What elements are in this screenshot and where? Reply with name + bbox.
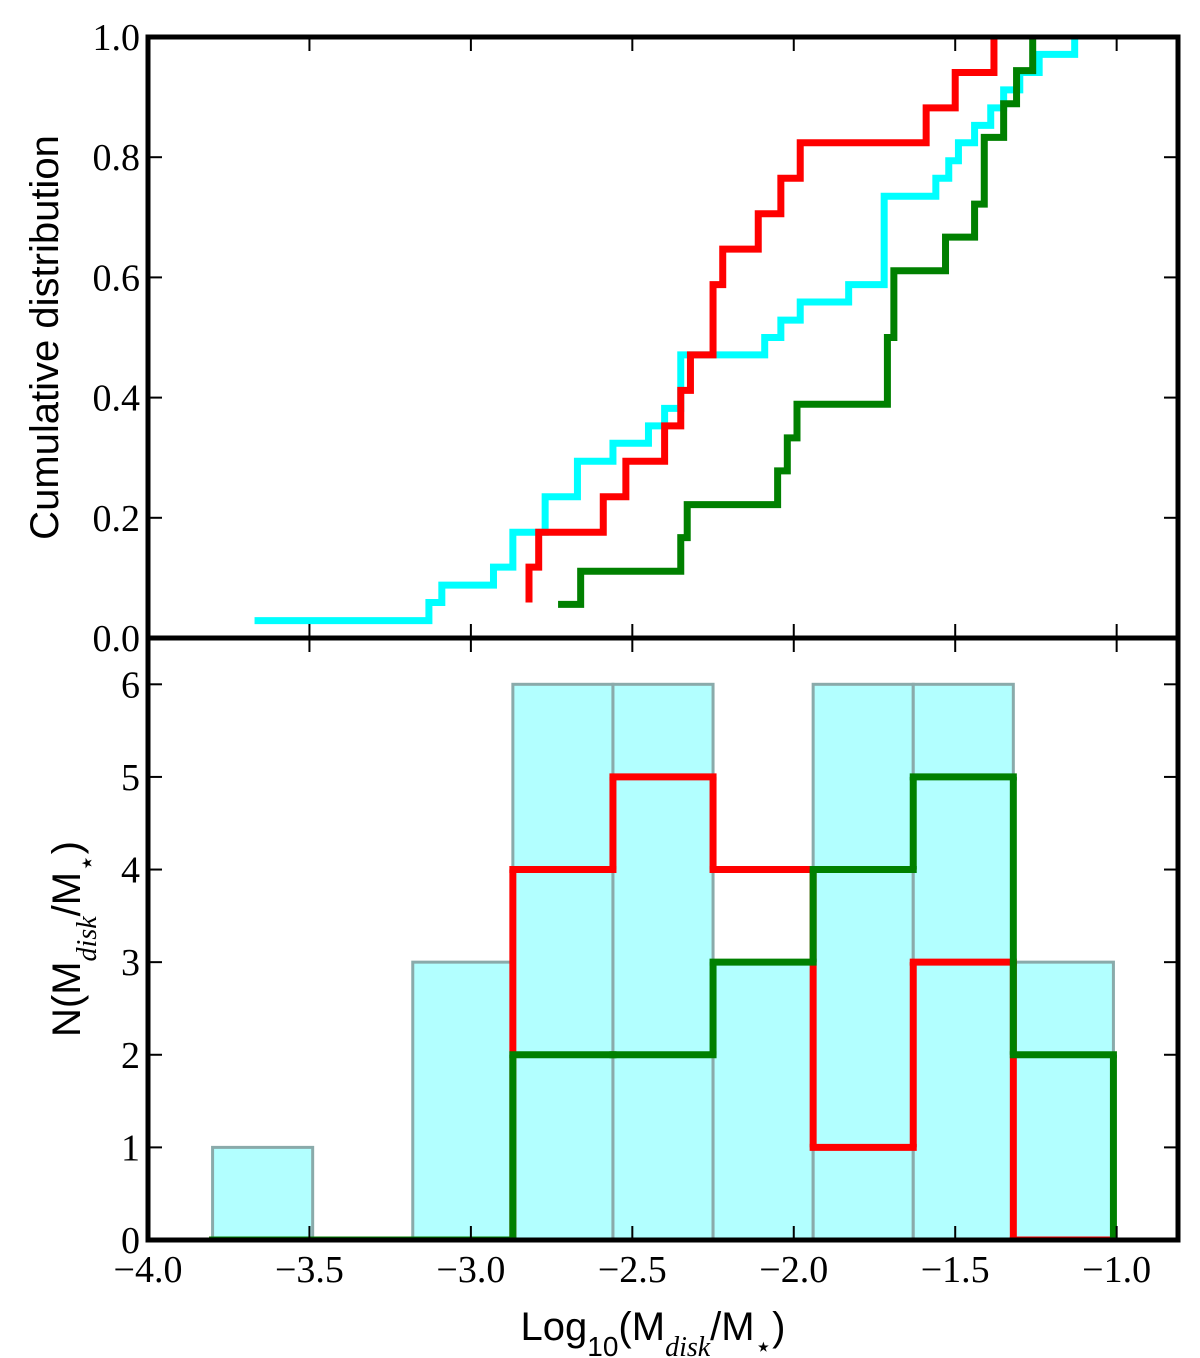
cumulative-line	[525, 37, 998, 603]
y-axis-label-part: )	[45, 841, 89, 854]
axes-frame	[145, 635, 1181, 1243]
cumulative-line	[254, 37, 1079, 625]
x-tick-label: −3.5	[275, 1249, 344, 1291]
x-axis-label-part: )	[772, 1305, 785, 1349]
y-tick-label: 0.8	[93, 137, 141, 179]
hist-bar	[611, 682, 715, 1240]
hist-bar	[511, 682, 615, 1240]
y-axis-label-part: disk	[72, 916, 103, 962]
y-axis-label-part: N(M	[45, 961, 89, 1037]
y-tick-label: 0.0	[93, 618, 141, 660]
x-tick-label: −3.0	[436, 1249, 505, 1291]
hist-bar	[711, 960, 815, 1240]
y-tick-label: 1	[121, 1127, 140, 1169]
x-tick-label: −2.5	[598, 1249, 667, 1291]
y-tick-label: 2	[121, 1035, 140, 1077]
x-tick-label: −4.0	[114, 1249, 183, 1291]
y-tick-label: 3	[121, 942, 140, 984]
x-axis-label-part: (M	[618, 1305, 665, 1349]
y-tick-label: 0.6	[93, 257, 141, 299]
hist-bar	[411, 960, 515, 1240]
y-axis-label-part: /M	[45, 872, 89, 916]
y-tick-label: 0	[121, 1220, 140, 1262]
x-axis-label-part: Log	[521, 1305, 588, 1349]
x-tick-label: −1.5	[921, 1249, 990, 1291]
plot-area	[209, 682, 1117, 1240]
y-tick-label: 4	[121, 850, 140, 892]
x-axis-label-part: disk	[665, 1332, 711, 1358]
y-axis-label: Cumulative distribution	[23, 135, 67, 540]
x-tick-label: −1.0	[1082, 1249, 1151, 1291]
plot-area	[254, 37, 1079, 625]
x-axis-label-part: ⋆	[755, 1331, 773, 1358]
y-tick-label: 5	[121, 757, 140, 799]
y-tick-label: 0.2	[93, 498, 141, 540]
hist-bar	[211, 1145, 315, 1240]
y-axis-label-part: ⋆	[71, 854, 102, 872]
x-tick-label: −2.0	[759, 1249, 828, 1291]
y-tick-label: 0.4	[93, 378, 141, 420]
hist-bar	[811, 682, 915, 1240]
hist-bar	[1011, 960, 1115, 1240]
cumulative-line	[558, 37, 1037, 608]
x-axis-label: Log10(Mdisk/M⋆)	[521, 1305, 786, 1358]
x-axis-label-part: 10	[587, 1331, 618, 1358]
y-axis-label: N(Mdisk/M⋆)	[45, 841, 103, 1037]
y-tick-label: 6	[121, 664, 140, 706]
x-axis-label-part: /M	[710, 1305, 754, 1349]
y-tick-label: 1.0	[93, 17, 141, 59]
